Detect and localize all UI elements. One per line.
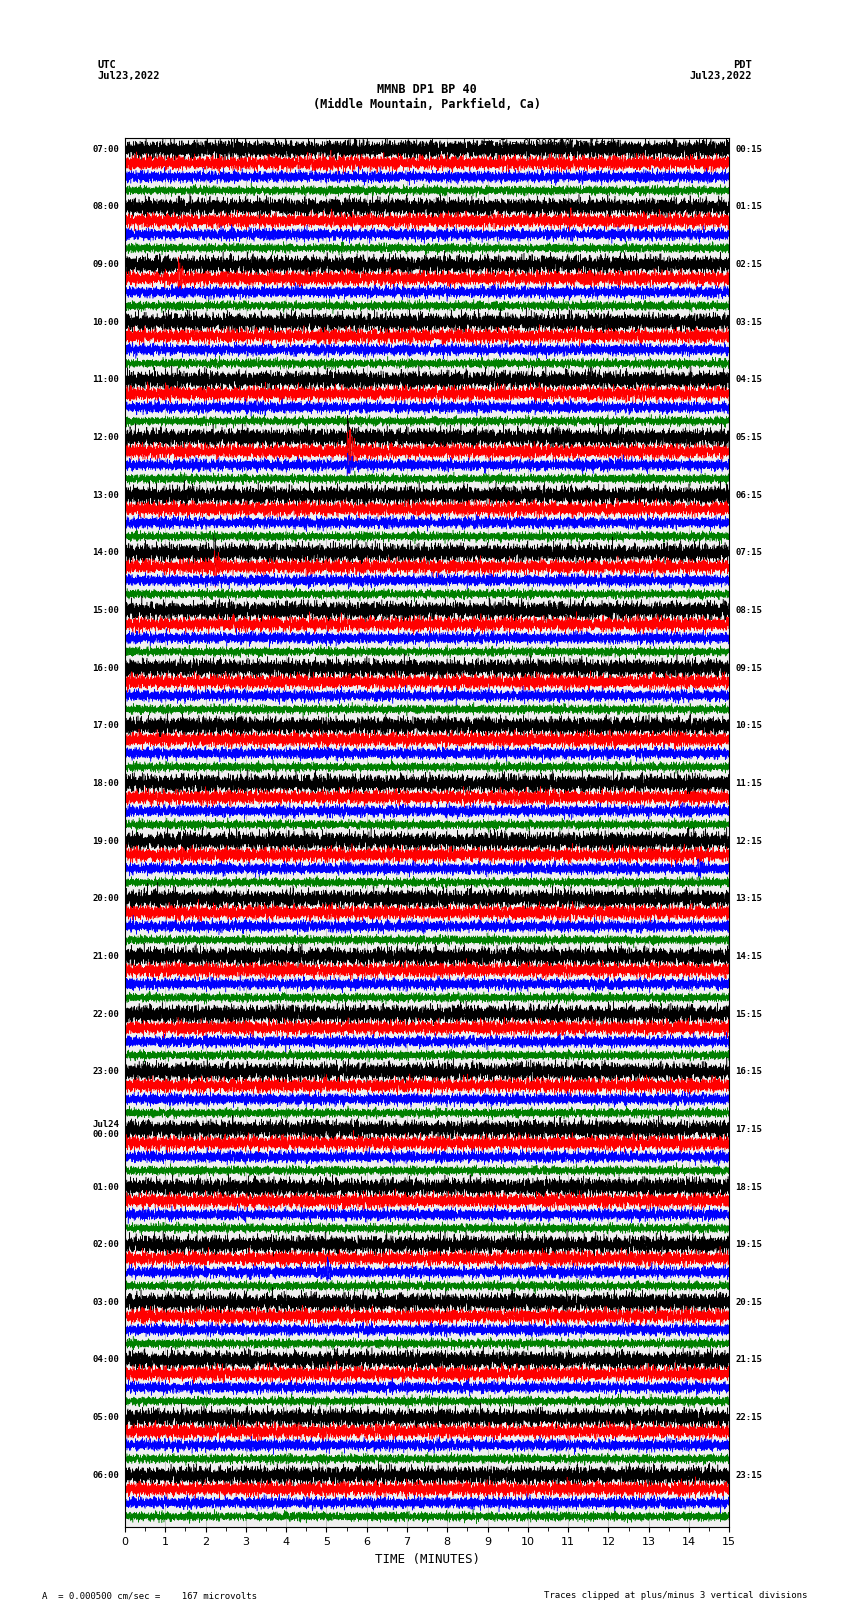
Text: PDT: PDT (734, 60, 752, 69)
Text: 11:00: 11:00 (92, 376, 119, 384)
Text: 12:15: 12:15 (735, 837, 762, 845)
Text: 00:15: 00:15 (735, 145, 762, 153)
Text: 06:00: 06:00 (92, 1471, 119, 1479)
Text: 08:15: 08:15 (735, 606, 762, 615)
Text: 13:00: 13:00 (92, 490, 119, 500)
Text: I = 0.000500 cm/sec: I = 0.000500 cm/sec (500, 139, 611, 148)
Text: 15:15: 15:15 (735, 1010, 762, 1018)
Text: 02:15: 02:15 (735, 260, 762, 269)
Text: 05:15: 05:15 (735, 432, 762, 442)
Text: 23:00: 23:00 (92, 1068, 119, 1076)
X-axis label: TIME (MINUTES): TIME (MINUTES) (375, 1553, 479, 1566)
Text: 20:00: 20:00 (92, 894, 119, 903)
Text: 11:15: 11:15 (735, 779, 762, 789)
Text: 19:00: 19:00 (92, 837, 119, 845)
Text: 10:15: 10:15 (735, 721, 762, 731)
Text: 18:00: 18:00 (92, 779, 119, 789)
Text: 01:15: 01:15 (735, 203, 762, 211)
Text: 21:00: 21:00 (92, 952, 119, 961)
Text: 10:00: 10:00 (92, 318, 119, 327)
Text: 03:15: 03:15 (735, 318, 762, 327)
Text: 09:00: 09:00 (92, 260, 119, 269)
Text: 07:15: 07:15 (735, 548, 762, 558)
Text: 02:00: 02:00 (92, 1240, 119, 1248)
Text: 23:15: 23:15 (735, 1471, 762, 1479)
Text: 08:00: 08:00 (92, 203, 119, 211)
Text: 14:15: 14:15 (735, 952, 762, 961)
Text: 14:00: 14:00 (92, 548, 119, 558)
Text: 01:00: 01:00 (92, 1182, 119, 1192)
Text: 17:15: 17:15 (735, 1124, 762, 1134)
Text: A  = 0.000500 cm/sec =    167 microvolts: A = 0.000500 cm/sec = 167 microvolts (42, 1590, 258, 1600)
Text: 16:15: 16:15 (735, 1068, 762, 1076)
Text: 22:15: 22:15 (735, 1413, 762, 1423)
Text: 18:15: 18:15 (735, 1182, 762, 1192)
Text: Jul24
00:00: Jul24 00:00 (92, 1119, 119, 1139)
Text: Traces clipped at plus/minus 3 vertical divisions: Traces clipped at plus/minus 3 vertical … (544, 1590, 808, 1600)
Text: Jul23,2022: Jul23,2022 (98, 71, 161, 81)
Text: 12:00: 12:00 (92, 432, 119, 442)
Text: 16:00: 16:00 (92, 663, 119, 673)
Text: 04:15: 04:15 (735, 376, 762, 384)
Title: MMNB DP1 BP 40
(Middle Mountain, Parkfield, Ca): MMNB DP1 BP 40 (Middle Mountain, Parkfie… (313, 82, 541, 111)
Text: 20:15: 20:15 (735, 1298, 762, 1307)
Text: Jul23,2022: Jul23,2022 (689, 71, 752, 81)
Text: 04:00: 04:00 (92, 1355, 119, 1365)
Text: 13:15: 13:15 (735, 894, 762, 903)
Text: 19:15: 19:15 (735, 1240, 762, 1248)
Text: 21:15: 21:15 (735, 1355, 762, 1365)
Text: 06:15: 06:15 (735, 490, 762, 500)
Text: 09:15: 09:15 (735, 663, 762, 673)
Text: 03:00: 03:00 (92, 1298, 119, 1307)
Text: 22:00: 22:00 (92, 1010, 119, 1018)
Text: UTC: UTC (98, 60, 116, 69)
Text: 05:00: 05:00 (92, 1413, 119, 1423)
Text: 07:00: 07:00 (92, 145, 119, 153)
Text: 17:00: 17:00 (92, 721, 119, 731)
Text: 15:00: 15:00 (92, 606, 119, 615)
